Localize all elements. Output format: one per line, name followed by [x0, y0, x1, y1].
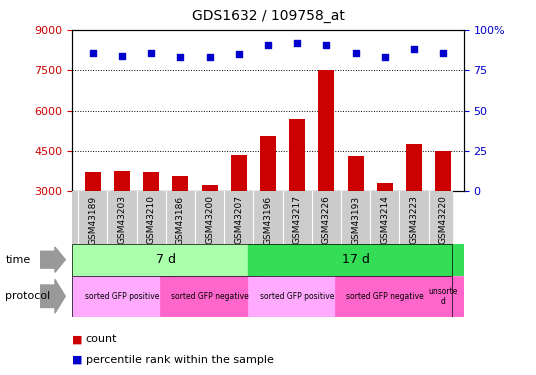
Bar	[260, 136, 276, 191]
Bar	[72, 276, 172, 317]
Point	[351, 50, 360, 55]
Bar	[143, 172, 159, 191]
Bar	[72, 244, 259, 276]
Bar	[160, 276, 259, 317]
Text: GSM43193: GSM43193	[351, 195, 360, 244]
Point	[205, 54, 214, 60]
Bar	[335, 276, 435, 317]
Text: GSM43207: GSM43207	[234, 195, 243, 244]
Bar	[318, 70, 334, 191]
Bar	[114, 171, 130, 191]
Point	[147, 50, 155, 55]
Bar	[202, 184, 218, 191]
Bar	[231, 155, 247, 191]
Bar	[248, 244, 464, 276]
Text: sorted GFP positive: sorted GFP positive	[260, 292, 334, 301]
Text: sorted GFP negative: sorted GFP negative	[346, 292, 423, 301]
FancyArrow shape	[40, 247, 65, 272]
Point	[322, 42, 331, 48]
Text: GSM43196: GSM43196	[264, 195, 272, 244]
Point	[264, 42, 272, 48]
Bar	[435, 151, 451, 191]
Text: GSM43200: GSM43200	[205, 195, 214, 244]
Point	[439, 50, 448, 55]
Point	[88, 50, 97, 55]
Text: count: count	[86, 334, 117, 344]
FancyArrow shape	[40, 279, 65, 313]
Text: protocol: protocol	[5, 291, 50, 301]
Text: ■: ■	[72, 334, 83, 344]
Text: sorted GFP negative: sorted GFP negative	[171, 292, 249, 301]
Text: percentile rank within the sample: percentile rank within the sample	[86, 355, 274, 365]
Bar	[289, 118, 305, 191]
Text: GSM43186: GSM43186	[176, 195, 185, 244]
Text: GSM43226: GSM43226	[322, 195, 331, 244]
Text: GSM43203: GSM43203	[117, 195, 126, 244]
Bar	[423, 276, 464, 317]
Text: sorted GFP positive: sorted GFP positive	[85, 292, 159, 301]
Text: GSM43217: GSM43217	[293, 195, 302, 244]
Bar	[248, 276, 347, 317]
Point	[176, 54, 185, 60]
Text: GSM43214: GSM43214	[381, 195, 389, 244]
Text: unsorte
d: unsorte d	[428, 286, 458, 306]
Point	[235, 51, 243, 57]
Bar	[377, 183, 393, 191]
Point	[293, 40, 301, 46]
Point	[381, 54, 389, 60]
Bar	[406, 144, 422, 191]
Text: GSM43210: GSM43210	[147, 195, 155, 244]
Bar	[347, 156, 363, 191]
Text: 17 d: 17 d	[341, 253, 369, 266]
Bar	[85, 172, 101, 191]
Text: GSM43189: GSM43189	[88, 195, 98, 244]
Bar	[173, 177, 189, 191]
Text: time: time	[5, 255, 31, 265]
Point	[118, 53, 126, 59]
Text: ■: ■	[72, 355, 83, 365]
Text: GDS1632 / 109758_at: GDS1632 / 109758_at	[191, 9, 345, 23]
Point	[410, 46, 418, 53]
Text: 7 d: 7 d	[156, 253, 176, 266]
Text: GSM43223: GSM43223	[410, 195, 419, 244]
Text: GSM43220: GSM43220	[438, 195, 448, 244]
